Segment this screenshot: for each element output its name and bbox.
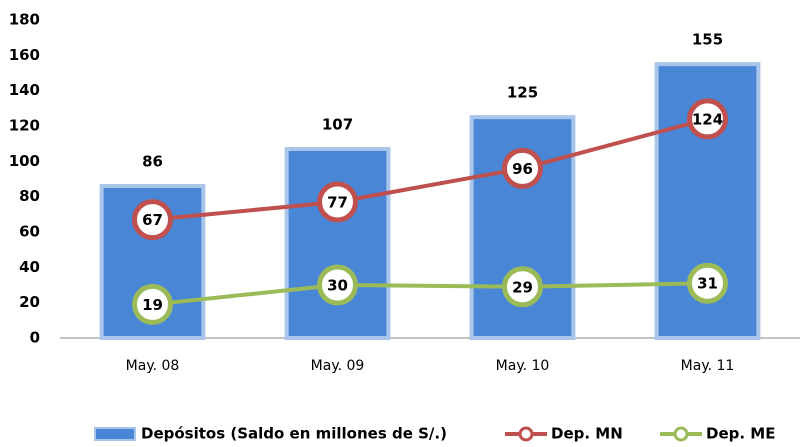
legend-label: Depósitos (Saldo en millones de S/.) [141,425,447,443]
data-label: 77 [327,193,348,211]
x-tick-label: May. 09 [311,358,365,374]
marker [687,262,728,304]
marker [317,181,358,223]
y-tick-label: 60 [19,223,40,241]
x-tick-label: May. 10 [496,358,550,374]
y-tick-label: 100 [9,152,40,170]
data-label: 107 [322,115,353,133]
data-label: 125 [507,84,538,102]
marker [132,283,173,325]
line [152,117,709,222]
y-tick-label: 80 [19,187,40,205]
legend-swatch [518,426,534,442]
y-tick-label: 0 [30,329,40,347]
data-label: 30 [327,277,348,295]
x-tick-label: May. 11 [681,358,735,374]
bar [284,146,391,340]
x-tick-label: May. 08 [126,358,180,374]
data-label: 19 [142,296,163,314]
marker [687,98,728,140]
data-label: 124 [692,110,723,128]
data-label: 86 [142,153,163,171]
data-label: 155 [692,31,723,49]
data-label: 31 [697,275,718,293]
y-tick-label: 140 [9,81,40,99]
y-tick-label: 180 [9,11,40,29]
marker [502,147,543,189]
data-label: 96 [512,160,533,178]
legend-swatch [673,426,689,442]
y-tick-label: 160 [9,46,40,64]
legend-label: Dep. ME [706,425,775,443]
line [152,281,708,307]
data-label: 29 [512,278,533,296]
data-label: 67 [142,211,163,229]
y-tick-label: 120 [9,117,40,135]
legend-label: Dep. MN [551,425,623,443]
marker [132,199,173,241]
marker [317,264,358,306]
marker [502,266,543,308]
legend-swatch [94,427,136,441]
y-tick-label: 20 [19,293,40,311]
y-tick-label: 40 [19,258,40,276]
